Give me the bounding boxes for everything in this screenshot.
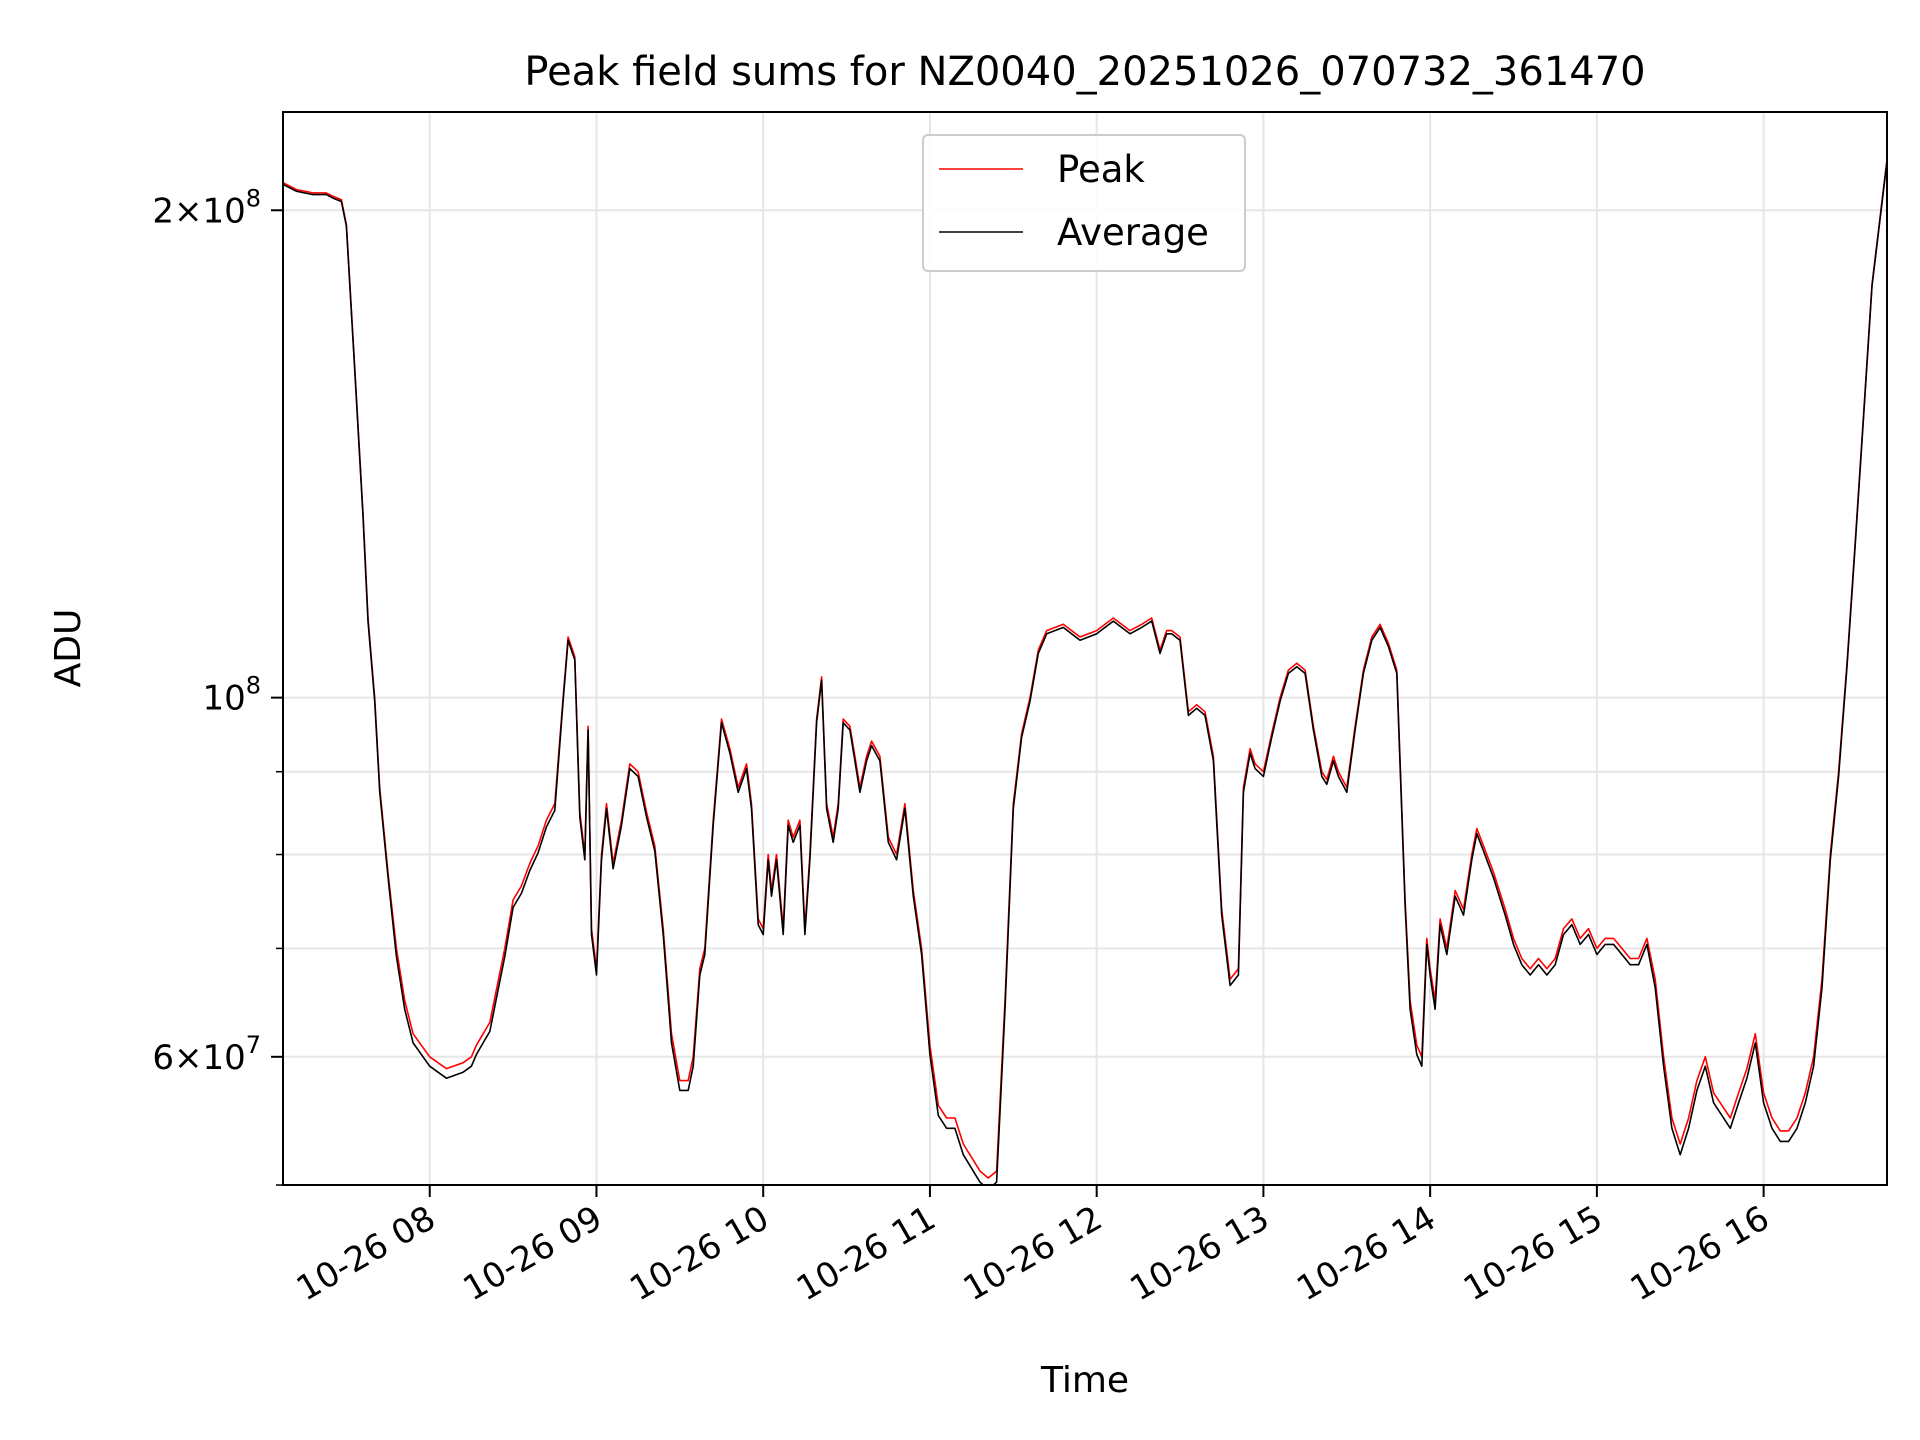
y-tick-mantissa: 6 xyxy=(152,1038,174,1078)
y-tick-base: 10 xyxy=(202,679,245,719)
y-tick-label: 6×107 xyxy=(152,1031,261,1078)
legend-label-peak: Peak xyxy=(1057,148,1145,191)
y-tick-times: ×10 xyxy=(174,1038,246,1078)
y-axis-label: ADU xyxy=(48,609,89,688)
y-tick-exponent: 8 xyxy=(246,672,261,700)
series-line-average xyxy=(283,161,1887,1185)
y-tick-label: 108 xyxy=(202,672,261,719)
y-tick-times: ×10 xyxy=(174,191,246,231)
y-tick-exponent: 7 xyxy=(246,1031,261,1059)
y-tick-mantissa: 2 xyxy=(152,191,174,231)
chart-title: Peak field sums for NZ0040_20251026_0707… xyxy=(524,49,1645,95)
y-tick-exponent: 8 xyxy=(246,184,261,212)
x-axis-label: Time xyxy=(1040,1360,1129,1401)
series-layer xyxy=(283,159,1887,1185)
y-tick-label: 2×108 xyxy=(152,184,261,231)
legend-label-average: Average xyxy=(1057,211,1209,254)
legend: Peak Average xyxy=(922,134,1246,272)
plot-frame xyxy=(282,111,1888,1186)
